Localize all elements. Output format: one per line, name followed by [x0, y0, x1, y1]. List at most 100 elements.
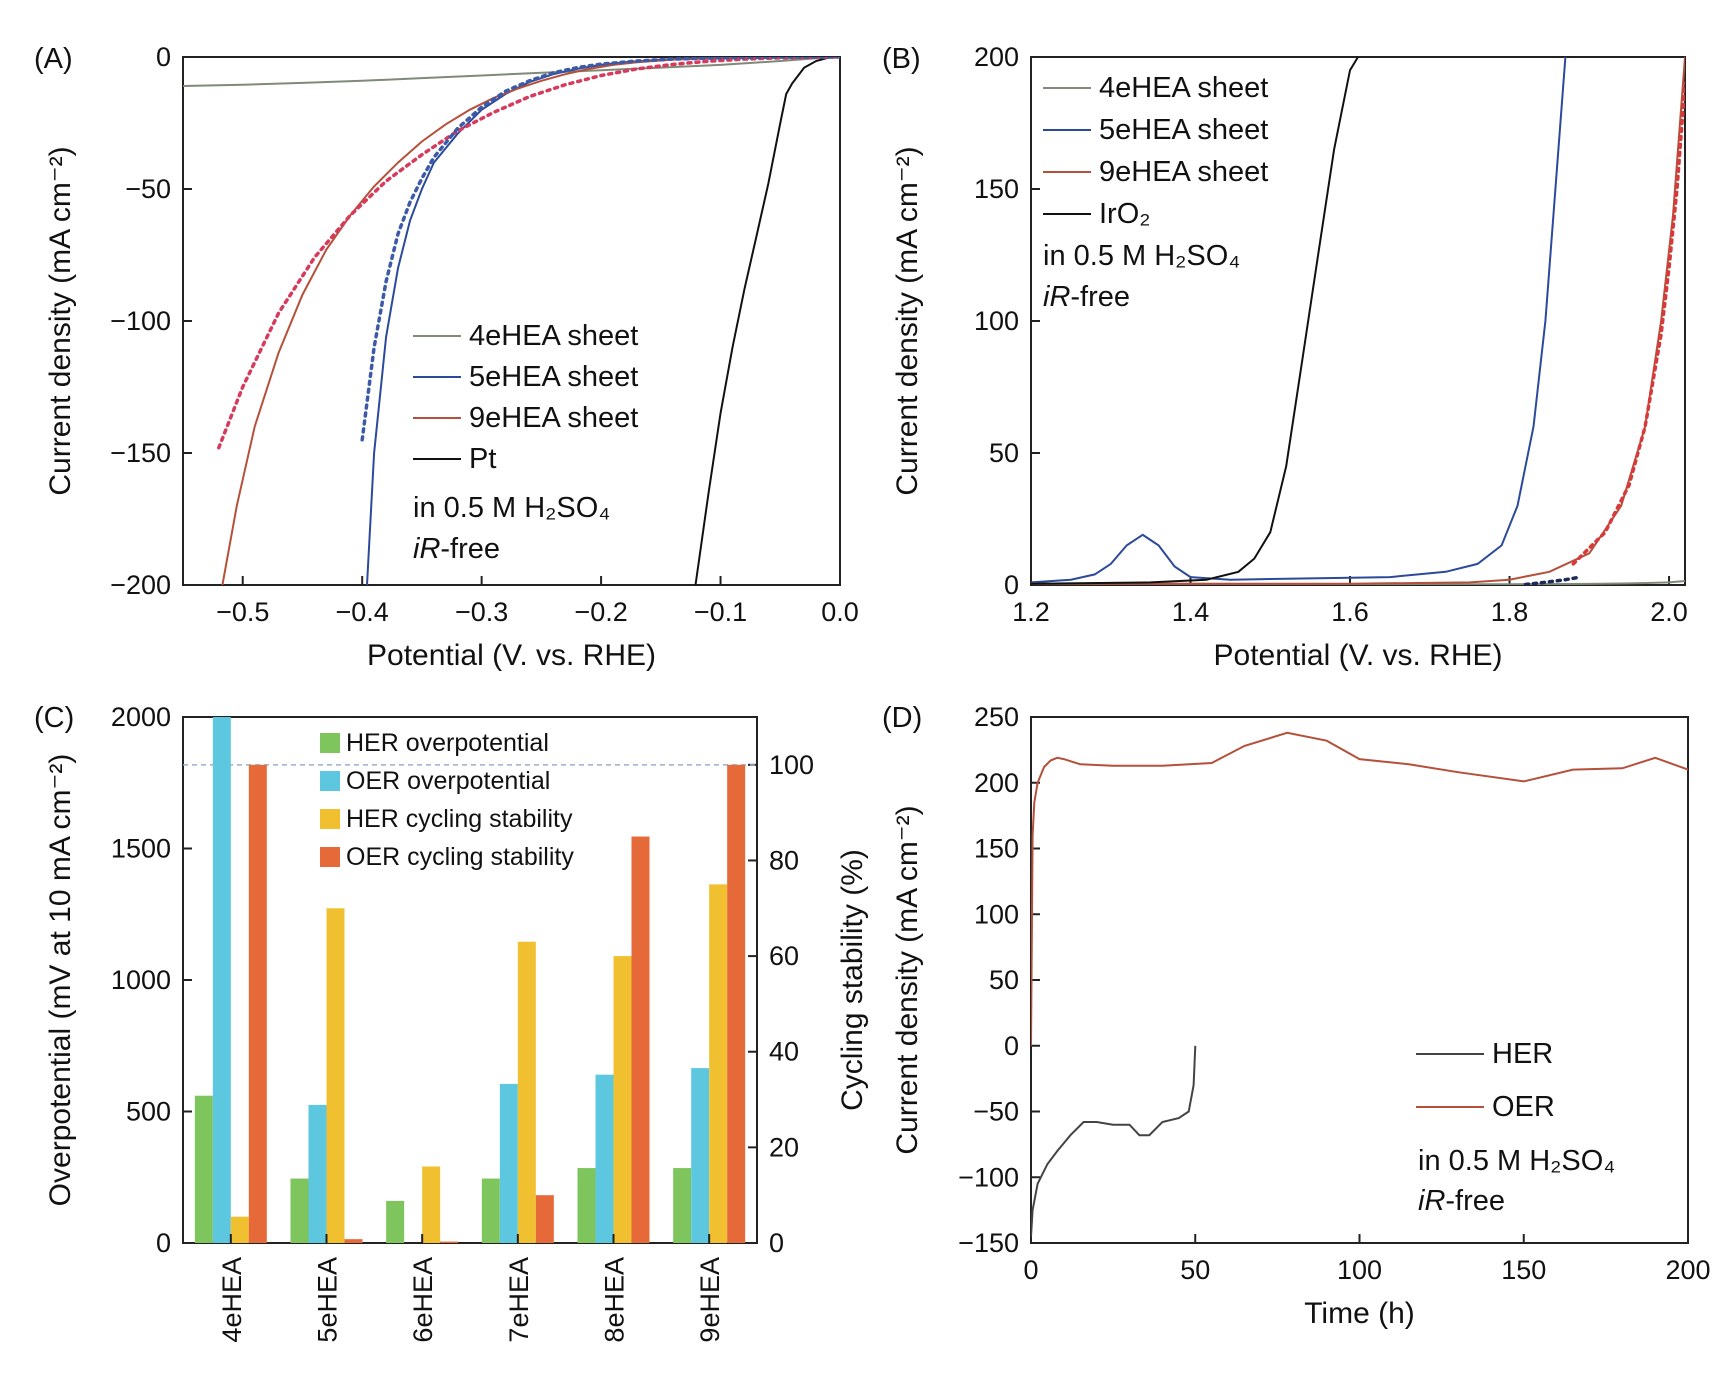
bar-oer-overpotential-8ehea: [595, 1074, 614, 1243]
x-tick-label: 100: [1337, 1255, 1382, 1285]
annotation-ir-free: iR-free: [1043, 281, 1130, 313]
x-tick-label: −0.5: [216, 597, 269, 627]
x-tick-label: 4eHEA: [217, 1257, 247, 1343]
x-tick-label: 1.6: [1331, 597, 1369, 627]
x-tick-label: −0.1: [694, 597, 747, 627]
x-axis-label: Time (h): [1304, 1297, 1415, 1330]
bar-her-cycling-stability-9ehea: [709, 884, 728, 1243]
x-tick-label: 1.8: [1491, 597, 1529, 627]
y-tick-label: 500: [126, 1097, 171, 1127]
x-tick-label: −0.3: [455, 597, 508, 627]
y-tick-label: −100: [110, 306, 171, 336]
x-tick-label: 6eHEA: [408, 1257, 438, 1343]
annotation-ir-italic: iR: [1043, 281, 1070, 313]
series-line-5ehea-fit: [360, 57, 840, 442]
bar-her-cycling-stability-7ehea: [517, 941, 536, 1243]
x-axis-label: Potential (V. vs. RHE): [367, 639, 656, 672]
y-tick-label: 0: [1004, 1031, 1019, 1061]
y-axis-label: Current density (mA cm⁻²): [44, 146, 77, 495]
bar-oer-overpotential-9ehea: [691, 1068, 710, 1243]
legend-entry: HER overpotential: [346, 729, 549, 757]
x-tick-label: −0.4: [336, 597, 389, 627]
bar-oer-cycling-stability-8ehea: [631, 836, 650, 1243]
annotation-ir-italic: iR: [1418, 1185, 1445, 1217]
legend-entry: 5eHEA sheet: [1099, 114, 1268, 146]
y2-tick-label: 40: [769, 1037, 799, 1067]
annotation-electrolyte: in 0.5 M H₂SO₄: [1043, 240, 1240, 272]
y-tick-label: 100: [974, 306, 1019, 336]
bar-oer-overpotential-7ehea: [499, 1083, 518, 1243]
y2-tick-label: 20: [769, 1132, 799, 1162]
y-tick-label: −150: [110, 438, 171, 468]
legend-entry: 4eHEA sheet: [1099, 72, 1268, 104]
x-tick-label: 8eHEA: [600, 1257, 630, 1343]
x-tick-label: 0.0: [821, 597, 859, 627]
bar-oer-overpotential-5ehea: [308, 1104, 327, 1243]
legend-entry: HER: [1492, 1038, 1553, 1070]
legend-entry: 9eHEA sheet: [1099, 156, 1268, 188]
y-tick-label: 1000: [111, 965, 171, 995]
y2-tick-label: 60: [769, 941, 799, 971]
y-tick-label: 50: [989, 438, 1019, 468]
bar-her-overpotential-5ehea: [290, 1178, 309, 1243]
annotation-ir-free: iR-free: [1418, 1185, 1505, 1217]
y-tick-label: 200: [974, 42, 1019, 72]
y-axis-label: Current density (mA cm⁻²): [891, 805, 924, 1154]
annotation-ir-italic: iR: [413, 533, 440, 565]
x-tick-label: 1.4: [1172, 597, 1210, 627]
y-tick-label: −50: [973, 1097, 1019, 1127]
series-line-4ehea-fit: [1523, 575, 1580, 585]
x-tick-label: 150: [1501, 1255, 1546, 1285]
series-line-iro-: [1031, 57, 1359, 585]
bar-oer-cycling-stability-4ehea: [248, 764, 267, 1243]
x-tick-label: 1.2: [1012, 597, 1050, 627]
bar-her-overpotential-8ehea: [577, 1168, 596, 1243]
series-line-9ehea-fit: [1571, 81, 1685, 566]
legend-entry: HER cycling stability: [346, 805, 573, 833]
bar-oer-cycling-stability-7ehea: [535, 1195, 554, 1243]
y2-tick-label: 80: [769, 845, 799, 875]
y-tick-label: 1500: [111, 834, 171, 864]
panel-c: (C) 0 500 1000 1500 2000 0 20 40 60 80 100 Overpoten…: [34, 702, 869, 1343]
y-tick-label: 0: [156, 42, 171, 72]
legend-entry: OER cycling stability: [346, 843, 574, 871]
legend-entry: 9eHEA sheet: [469, 402, 638, 434]
legend-entry: 5eHEA sheet: [469, 361, 638, 393]
x-tick-label: 9eHEA: [695, 1257, 725, 1343]
annotation-ir-free: iR-free: [413, 533, 500, 565]
panel-b: (B) 1.2 1.4 1.6 1.8 2.0 0 50 100 150 200 Potential …: [882, 42, 1688, 672]
legend-entry: OER: [1492, 1091, 1555, 1123]
panel-a: (A) −0.5 −0.4 −0.3 −0.2 −0.1 0.0 0 −50 −100 −150 −2…: [34, 42, 859, 672]
y-axis-label: Overpotential (mV at 10 mA cm⁻²): [44, 754, 77, 1207]
bar-her-overpotential-4ehea: [194, 1095, 213, 1243]
bar-her-overpotential-7ehea: [481, 1178, 500, 1243]
bar-oer-cycling-stability-5ehea: [344, 1239, 363, 1243]
bar-her-overpotential-9ehea: [673, 1168, 692, 1243]
x-tick-label: 50: [1180, 1255, 1210, 1285]
plot-frame: [182, 716, 758, 1244]
bar-her-cycling-stability-6ehea: [422, 1166, 441, 1243]
series-line-4ehea-sheet: [183, 57, 840, 87]
panel-label: (D): [882, 702, 922, 734]
y-tick-label: 150: [974, 834, 1019, 864]
bar-oer-cycling-stability-9ehea: [727, 764, 746, 1243]
bar-oer-cycling-stability-6ehea: [440, 1241, 459, 1243]
y-tick-label: 0: [156, 1228, 171, 1258]
legend-swatch: [320, 771, 340, 791]
legend-swatch: [320, 733, 340, 753]
panel-d: (D) 0 50 100 150 200 250 200 150 100 50 0 −50 −100 −15…: [882, 702, 1711, 1330]
x-axis-label: Potential (V. vs. RHE): [1214, 639, 1503, 672]
series-line-5ehea-sheet: [1031, 57, 1567, 584]
y-tick-label: 200: [974, 768, 1019, 798]
bar-her-cycling-stability-4ehea: [230, 1216, 249, 1243]
y2-tick-label: 0: [769, 1228, 784, 1258]
y-tick-label: 100: [974, 899, 1019, 929]
legend-swatch: [320, 809, 340, 829]
y2-tick-label: 100: [769, 750, 814, 780]
y-tick-label: 2000: [111, 702, 171, 732]
legend-entry: Pt: [469, 443, 496, 475]
y-tick-label: 0: [1004, 570, 1019, 600]
annotation-electrolyte: in 0.5 M H₂SO₄: [413, 492, 610, 524]
panel-label: (C): [34, 702, 74, 734]
